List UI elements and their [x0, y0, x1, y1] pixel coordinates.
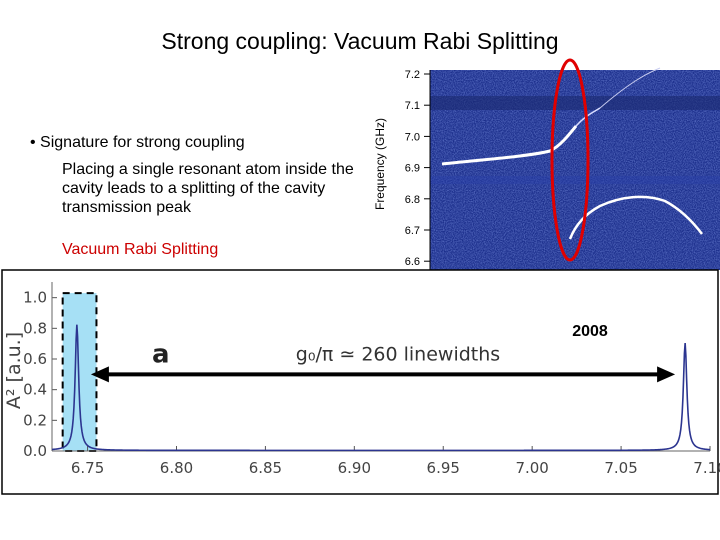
x-tick-label: 6.75 — [71, 459, 104, 477]
year-label: 2008 — [572, 323, 608, 340]
spectrogram-band — [430, 176, 720, 184]
figure-frame — [1, 269, 719, 495]
y-tick-label: 7.1 — [405, 100, 420, 112]
y-tick-label: 6.8 — [405, 194, 420, 206]
y-tick-label: 0.0 — [23, 442, 47, 460]
y-tick-label: 7.0 — [405, 131, 420, 143]
panel-label: a — [152, 339, 170, 369]
spectrogram-band — [430, 96, 720, 110]
x-tick-label: 7.10 — [693, 459, 720, 477]
y-tick-label: 0.4 — [23, 381, 47, 399]
transmission-trace — [51, 324, 711, 452]
spectrogram-y-label: Frequency (GHz) — [373, 118, 387, 210]
upper-branch-curve-tail — [599, 67, 661, 109]
y-tick-group: 7.2 7.1 7.0 6.9 6.8 6.7 6.6 — [405, 69, 430, 268]
highlight-box — [61, 292, 98, 452]
x-tick-label: 6.90 — [338, 459, 371, 477]
lower-branch-curve-left — [441, 125, 578, 166]
x-tick-label: 6.85 — [249, 459, 282, 477]
plot-area: 0.0 0.2 0.4 0.6 0.8 1.0 6.75 6.80 6.85 6.90 6.95 7.… — [3, 282, 720, 477]
y-tick-label: 0.6 — [23, 350, 47, 368]
coupling-annotation: g₀/π ≃ 260 linewidths — [296, 343, 500, 365]
y-tick-label: 1.0 — [23, 289, 47, 307]
arrow-head-right — [657, 366, 676, 383]
transmission-chart: 0.0 0.2 0.4 0.6 0.8 1.0 6.75 6.80 6.85 6.90 6.95 7.… — [1, 269, 720, 495]
splitting-ellipse — [550, 58, 590, 262]
y-tick-label: 6.7 — [405, 225, 420, 237]
y-tick-label: 6.6 — [405, 256, 420, 268]
x-tick-label: 7.05 — [604, 459, 637, 477]
x-tick-label: 6.80 — [160, 459, 193, 477]
highlight-label: Vacuum Rabi Splitting — [62, 241, 219, 258]
y-tick-label: 7.2 — [405, 69, 420, 81]
upper-branch-curve — [575, 107, 601, 127]
arrow-head-left — [90, 366, 109, 383]
y-tick-label: 0.8 — [23, 319, 47, 337]
y-axis-label: A² [a.u.] — [3, 332, 25, 409]
lower-branch-curve-right — [568, 195, 703, 240]
x-tick-label: 6.95 — [427, 459, 460, 477]
slide-title: Strong coupling: Vacuum Rabi Splitting — [161, 28, 559, 54]
x-tick-label: 7.00 — [515, 459, 548, 477]
spectrogram-figure: 7.2 7.1 7.0 6.9 6.8 6.7 6.6 Frequency (GHz) — [373, 58, 720, 270]
description-text: Placing a single resonant atom inside th… — [62, 161, 354, 216]
y-tick-label: 0.2 — [23, 411, 47, 429]
bullet-point: • Signature for strong coupling — [30, 134, 245, 151]
y-tick-label: 6.9 — [405, 163, 420, 175]
